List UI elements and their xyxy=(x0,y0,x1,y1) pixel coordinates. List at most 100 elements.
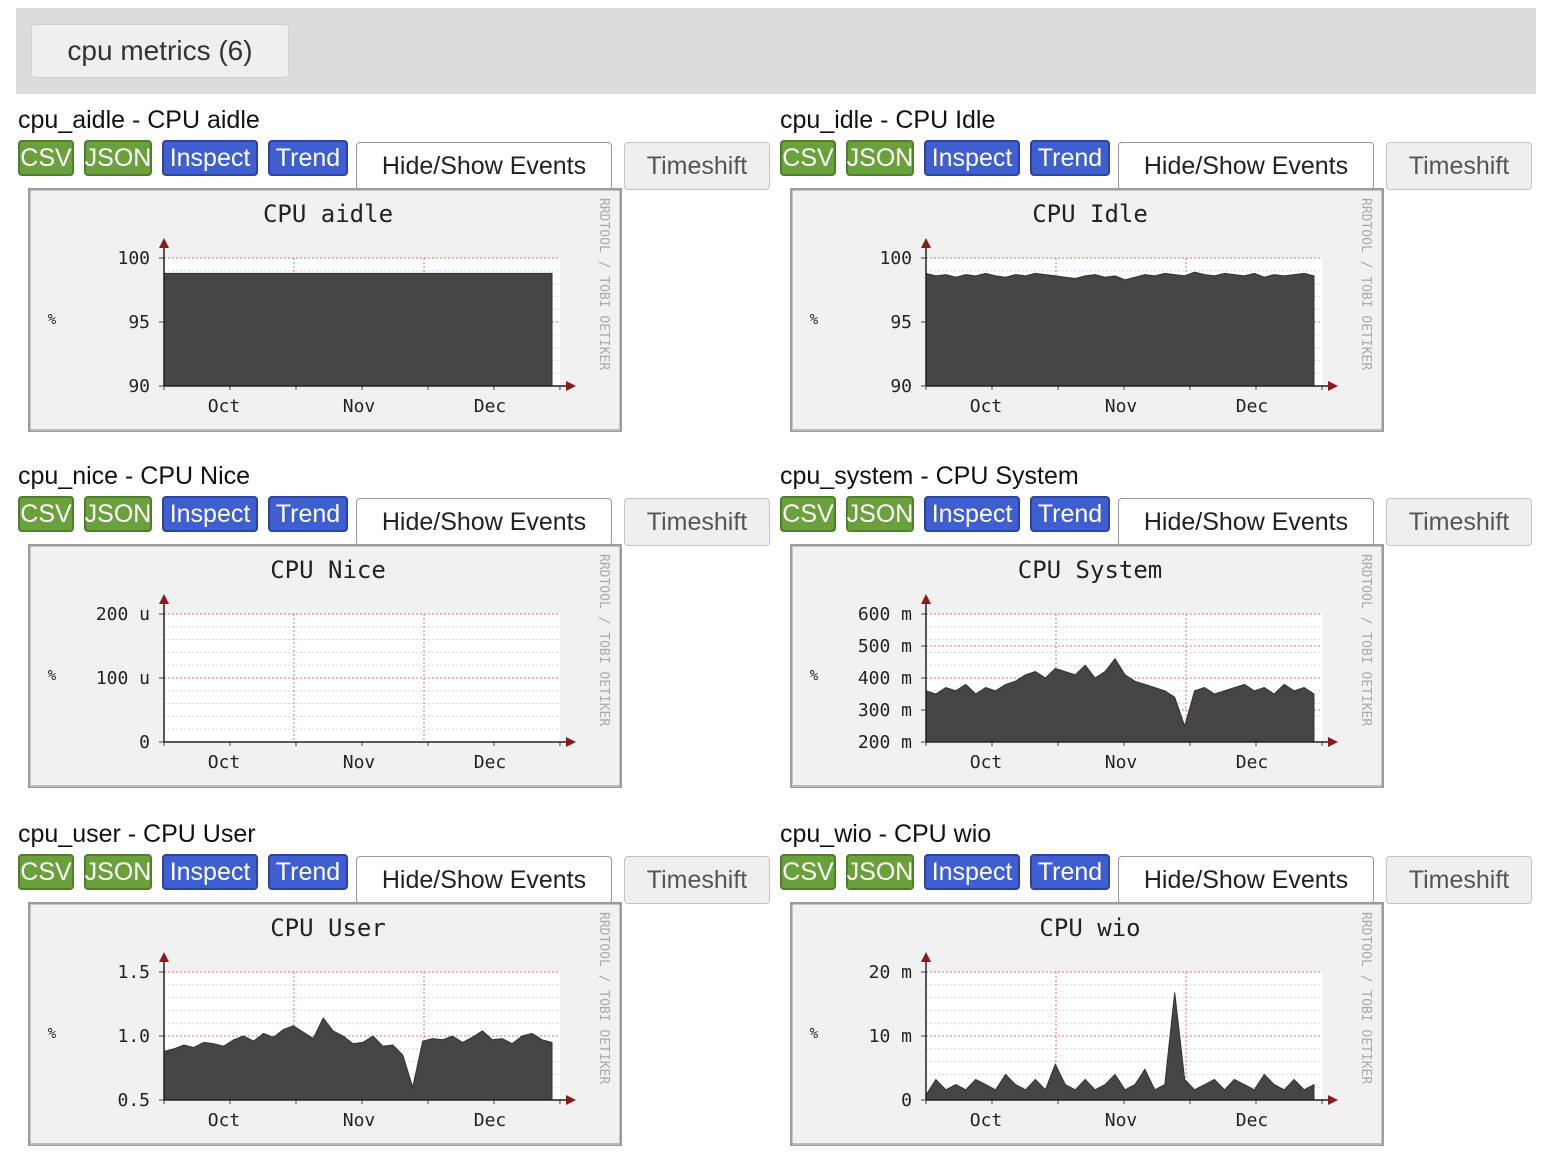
trend-button[interactable]: Trend xyxy=(268,140,348,176)
chart-title: CPU User xyxy=(270,914,386,942)
group-tab-cpu-metrics[interactable]: cpu metrics (6) xyxy=(31,24,289,78)
csv-button[interactable]: CSV xyxy=(18,140,74,176)
y-tick-label: 100 xyxy=(117,248,150,269)
y-axis-label: % xyxy=(810,668,819,684)
trend-button[interactable]: Trend xyxy=(268,854,348,890)
timeshift-button[interactable]: Timeshift xyxy=(624,856,770,904)
x-tick-label: Oct xyxy=(208,1110,241,1131)
x-tick-label: Dec xyxy=(1236,752,1269,773)
x-tick-label: Dec xyxy=(474,1110,507,1131)
y-axis-label: % xyxy=(48,1026,57,1042)
rrd-graph[interactable]: 100 95 90 Oct Nov Dec CPU Idle% RRDTOOL / TOBI … xyxy=(790,188,1384,432)
x-tick-label: Oct xyxy=(208,752,241,773)
y-tick-label: 90 xyxy=(890,376,912,397)
trend-button[interactable]: Trend xyxy=(1030,854,1110,890)
y-tick-label: 0 xyxy=(139,732,150,753)
x-tick-label: Nov xyxy=(343,396,376,417)
x-tick-label: Oct xyxy=(208,396,241,417)
y-tick-label: 200 u xyxy=(96,604,150,625)
json-button[interactable]: JSON xyxy=(84,140,152,176)
y-axis-label: % xyxy=(810,1026,819,1042)
x-tick-label: Dec xyxy=(474,752,507,773)
metric-panel: cpu_user - CPU User CSV JSON Inspect Trend Hi… xyxy=(16,820,776,1176)
inspect-button[interactable]: Inspect xyxy=(924,854,1020,890)
y-tick-label: 95 xyxy=(128,312,150,333)
json-button[interactable]: JSON xyxy=(84,496,152,532)
x-tick-label: Nov xyxy=(1105,752,1138,773)
trend-button[interactable]: Trend xyxy=(268,496,348,532)
y-tick-label: 0 xyxy=(901,1090,912,1111)
y-tick-label: 300 m xyxy=(858,700,912,721)
hide-show-events-button[interactable]: Hide/Show Events xyxy=(1118,856,1374,904)
rrd-graph[interactable]: 100 95 90 Oct Nov Dec CPU aidle% RRDTOOL / TOBI… xyxy=(28,188,622,432)
inspect-button[interactable]: Inspect xyxy=(924,496,1020,532)
trend-button[interactable]: Trend xyxy=(1030,496,1110,532)
chart-title: CPU aidle xyxy=(263,200,393,228)
y-tick-label: 90 xyxy=(128,376,150,397)
metric-title: cpu_aidle - CPU aidle xyxy=(18,106,260,134)
timeshift-button[interactable]: Timeshift xyxy=(1386,142,1532,190)
inspect-button[interactable]: Inspect xyxy=(162,496,258,532)
hide-show-events-button[interactable]: Hide/Show Events xyxy=(1118,498,1374,546)
csv-button[interactable]: CSV xyxy=(18,496,74,532)
y-tick-label: 400 m xyxy=(858,668,912,689)
csv-button[interactable]: CSV xyxy=(780,854,836,890)
chart-svg: 1.5 1.0 0.5 Oct Nov Dec CPU User% RRDTOOL / TOB… xyxy=(28,902,622,1146)
rrdtool-credit: RRDTOOL / TOBI OETIKER xyxy=(596,912,611,1084)
rrdtool-credit: RRDTOOL / TOBI OETIKER xyxy=(1358,198,1373,370)
csv-button[interactable]: CSV xyxy=(780,140,836,176)
inspect-button[interactable]: Inspect xyxy=(162,854,258,890)
y-tick-label: 10 m xyxy=(869,1026,912,1047)
chart-svg: 200 u 100 u 0 Oct Nov Dec CPU Nice% RRDTOOL / T… xyxy=(28,544,622,788)
inspect-button[interactable]: Inspect xyxy=(924,140,1020,176)
hide-show-events-button[interactable]: Hide/Show Events xyxy=(356,142,612,190)
hide-show-events-button[interactable]: Hide/Show Events xyxy=(356,856,612,904)
metric-title: cpu_wio - CPU wio xyxy=(780,820,992,848)
x-tick-label: Dec xyxy=(1236,1110,1269,1131)
json-button[interactable]: JSON xyxy=(84,854,152,890)
rrd-graph[interactable]: 1.5 1.0 0.5 Oct Nov Dec CPU User% RRDTOOL / TOB… xyxy=(28,902,622,1146)
x-tick-label: Oct xyxy=(970,752,1003,773)
json-button[interactable]: JSON xyxy=(846,140,914,176)
json-button[interactable]: JSON xyxy=(846,496,914,532)
rrdtool-credit: RRDTOOL / TOBI OETIKER xyxy=(1358,912,1373,1084)
y-axis-label: % xyxy=(48,312,57,328)
x-tick-label: Nov xyxy=(343,1110,376,1131)
x-tick-label: Nov xyxy=(343,752,376,773)
series-area xyxy=(163,272,553,387)
timeshift-button[interactable]: Timeshift xyxy=(624,498,770,546)
metric-title: cpu_nice - CPU Nice xyxy=(18,462,251,490)
inspect-button[interactable]: Inspect xyxy=(162,140,258,176)
timeshift-button[interactable]: Timeshift xyxy=(1386,498,1532,546)
rrd-graph[interactable]: 600 m 500 m 400 m 300 m 200 m Oct Nov Dec CPU Sy… xyxy=(790,544,1384,788)
csv-button[interactable]: CSV xyxy=(18,854,74,890)
trend-button[interactable]: Trend xyxy=(1030,140,1110,176)
rrd-graph[interactable]: 20 m 10 m 0 Oct Nov Dec CPU wio% RRDTOOL / TOBI… xyxy=(790,902,1384,1146)
chart-title: CPU Idle xyxy=(1032,200,1148,228)
x-tick-label: Oct xyxy=(970,1110,1003,1131)
metric-title: cpu_user - CPU User xyxy=(18,820,256,848)
series-area xyxy=(163,1017,553,1101)
metric-panel: cpu_wio - CPU wio CSV JSON Inspect Trend Hide… xyxy=(778,820,1538,1176)
metric-title: cpu_idle - CPU Idle xyxy=(780,106,996,134)
chart-svg: 100 95 90 Oct Nov Dec CPU aidle% RRDTOOL / TOBI… xyxy=(28,188,622,432)
rrdtool-credit: RRDTOOL / TOBI OETIKER xyxy=(1358,554,1373,726)
rrdtool-credit: RRDTOOL / TOBI OETIKER xyxy=(596,554,611,726)
x-tick-label: Nov xyxy=(1105,1110,1138,1131)
metric-panel: cpu_aidle - CPU aidle CSV JSON Inspect Trend… xyxy=(16,106,776,462)
timeshift-button[interactable]: Timeshift xyxy=(624,142,770,190)
y-tick-label: 20 m xyxy=(869,962,912,983)
rrd-graph[interactable]: 200 u 100 u 0 Oct Nov Dec CPU Nice% RRDTOOL / T… xyxy=(28,544,622,788)
chart-title: CPU Nice xyxy=(270,556,386,584)
hide-show-events-button[interactable]: Hide/Show Events xyxy=(1118,142,1374,190)
metric-panel: cpu_idle - CPU Idle CSV JSON Inspect Trend Hi… xyxy=(778,106,1538,462)
y-tick-label: 95 xyxy=(890,312,912,333)
y-tick-label: 600 m xyxy=(858,604,912,625)
series-area xyxy=(925,657,1315,743)
timeshift-button[interactable]: Timeshift xyxy=(1386,856,1532,904)
hide-show-events-button[interactable]: Hide/Show Events xyxy=(356,498,612,546)
y-axis-label: % xyxy=(810,312,819,328)
csv-button[interactable]: CSV xyxy=(780,496,836,532)
x-tick-label: Oct xyxy=(970,396,1003,417)
json-button[interactable]: JSON xyxy=(846,854,914,890)
